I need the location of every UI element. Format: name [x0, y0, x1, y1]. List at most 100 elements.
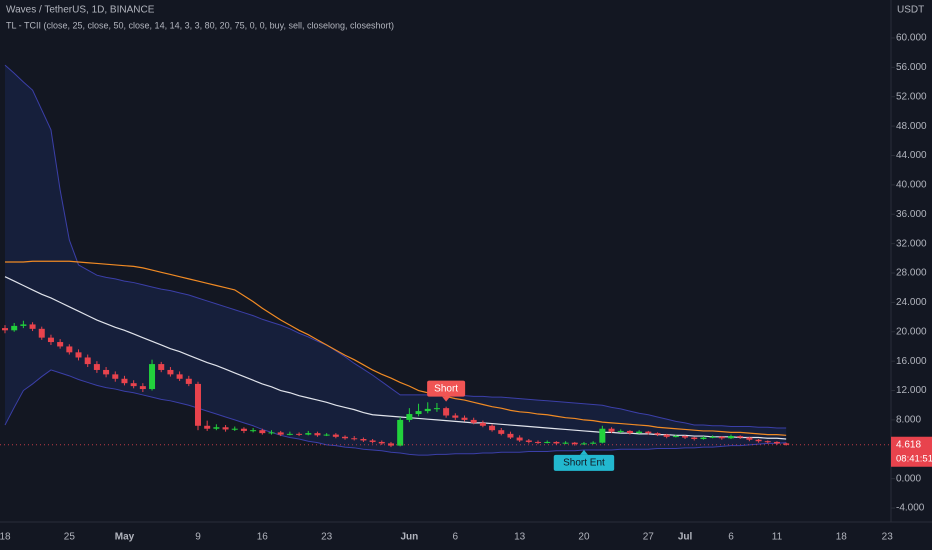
candle-body: [75, 352, 82, 358]
candle-body: [47, 337, 54, 343]
candle-body: [185, 378, 192, 384]
candle-body: [66, 346, 73, 353]
x-tick-label: 11: [772, 532, 783, 543]
candle-body: [103, 369, 110, 375]
candle-body: [397, 419, 404, 446]
last-price-label: 4.618: [896, 439, 921, 450]
candle-body: [84, 357, 91, 365]
candle-body: [461, 417, 468, 420]
y-tick-label: 60.000: [896, 33, 927, 44]
y-tick-label: 8.000: [896, 415, 921, 426]
x-tick-label: 9: [195, 532, 201, 543]
candle-body: [626, 430, 633, 434]
candle-body: [93, 364, 100, 370]
x-tick-label: 16: [257, 532, 269, 543]
candle-body: [11, 325, 18, 331]
candle-body: [121, 378, 128, 384]
candle-body: [259, 430, 266, 434]
candle-body: [562, 442, 569, 444]
candle-body: [709, 436, 716, 438]
x-tick-label: 18: [0, 532, 11, 543]
candle-body: [672, 436, 679, 438]
y-tick-label: 36.000: [896, 209, 927, 220]
candle-body: [737, 436, 744, 438]
candle-body: [305, 433, 312, 435]
currency-label: USDT: [897, 5, 924, 16]
candle-body: [544, 441, 551, 443]
signal-label: Short: [434, 383, 458, 394]
y-tick-label: 28.000: [896, 268, 927, 279]
y-tick-label: 16.000: [896, 356, 927, 367]
candle-body: [277, 432, 284, 435]
x-tick-label: 6: [728, 532, 734, 543]
candle-body: [470, 419, 477, 423]
candle-body: [590, 442, 597, 444]
candle-body: [498, 430, 505, 434]
candle-body: [250, 430, 257, 432]
candle-body: [57, 342, 64, 347]
signal-arrow: [579, 449, 588, 455]
candle-body: [654, 433, 661, 435]
candle-body: [507, 433, 514, 438]
candle-body: [406, 414, 413, 420]
candle-body: [222, 427, 229, 430]
candle-body: [783, 443, 790, 445]
candle-body: [139, 386, 146, 390]
candle-body: [443, 408, 450, 416]
candle-body: [167, 369, 174, 375]
candle-body: [691, 437, 698, 440]
signal-label: Short Ent: [563, 458, 605, 469]
candle-body: [296, 433, 303, 435]
candle-body: [636, 431, 643, 434]
candle-body: [240, 428, 247, 431]
overlay-line: [5, 260, 787, 436]
y-tick-label: 0.000: [896, 473, 921, 484]
candle-body: [479, 422, 486, 426]
candle-body: [387, 443, 394, 446]
candle-body: [571, 442, 578, 445]
x-tick-label: 23: [321, 532, 333, 543]
band-fill: [5, 65, 787, 456]
candle-body: [433, 408, 440, 410]
candle-body: [323, 434, 330, 436]
candle-body: [351, 438, 358, 440]
candle-body: [773, 441, 780, 444]
candle-body: [194, 383, 201, 426]
candle-body: [286, 433, 293, 435]
candle-body: [360, 439, 367, 441]
x-tick-label: 20: [578, 532, 590, 543]
signal-box: [427, 380, 466, 397]
y-tick-label: 56.000: [896, 62, 927, 73]
y-tick-label: 12.000: [896, 385, 927, 396]
y-tick-label: 24.000: [896, 297, 927, 308]
y-tick-label: -4.000: [896, 503, 925, 514]
candle-body: [158, 364, 165, 370]
signal-box: [553, 454, 615, 471]
candle-body: [20, 324, 27, 326]
candle-body: [2, 328, 8, 331]
y-tick-label: 48.000: [896, 121, 927, 132]
candle-body: [268, 432, 275, 434]
candle-body: [746, 437, 753, 440]
candle-body: [700, 437, 707, 440]
candle-body: [149, 364, 156, 390]
symbol-title: Waves / TetherUS, 1D, BINANCE: [6, 5, 155, 16]
countdown-label: 08:41:51: [896, 453, 932, 464]
y-tick-label: 40.000: [896, 180, 927, 191]
candle-body: [176, 374, 183, 379]
x-tick-label: 23: [882, 532, 894, 543]
candle-body: [424, 408, 431, 412]
candle-body: [764, 441, 771, 443]
candle-body: [213, 427, 220, 429]
candle-body: [231, 428, 238, 430]
candle-body: [342, 436, 349, 439]
indicator-title: TL - TCII (close, 25, close, 50, close, …: [6, 20, 394, 30]
candle-body: [663, 434, 670, 437]
x-tick-label: Jul: [678, 532, 693, 543]
signal: Short Ent: [553, 449, 615, 471]
x-tick-label: 6: [453, 532, 459, 543]
candle-body: [29, 324, 36, 329]
candle-body: [516, 437, 523, 441]
